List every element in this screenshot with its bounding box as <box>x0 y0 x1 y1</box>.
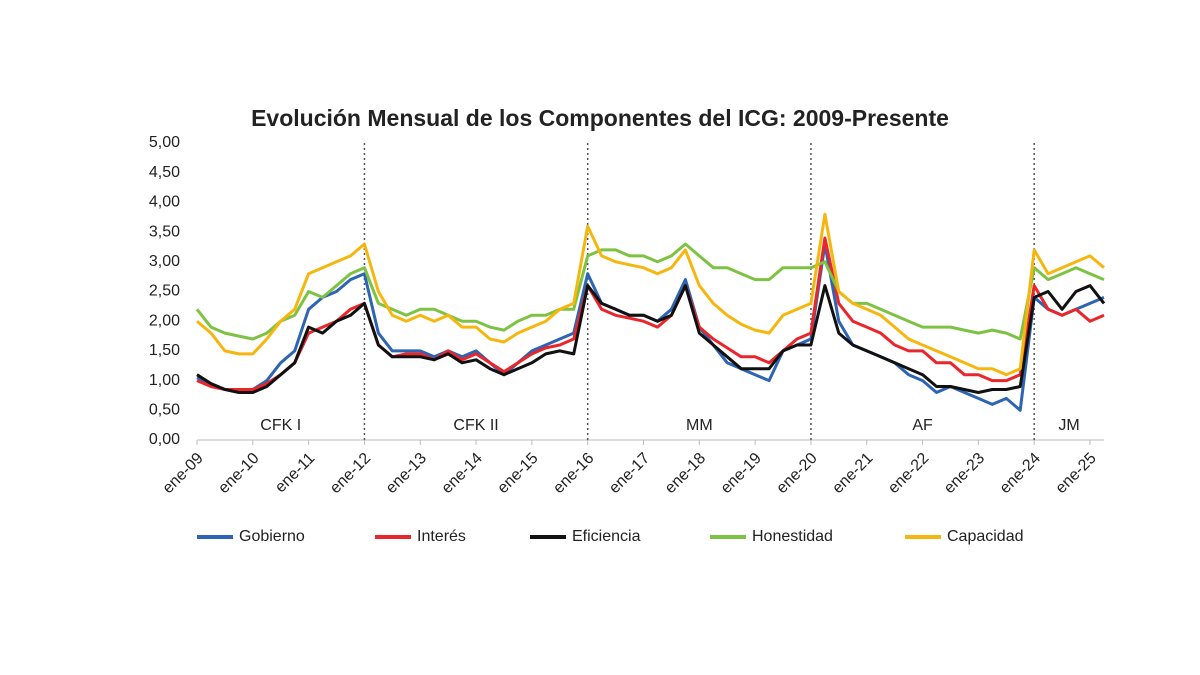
y-tick-label: 2,50 <box>149 283 180 300</box>
period-label: CFK I <box>260 417 301 434</box>
x-tick-label: ene-16 <box>550 450 597 497</box>
x-tick-label: ene-14 <box>439 450 486 497</box>
x-tick-label: ene-22 <box>885 450 932 497</box>
series-line <box>196 236 1105 391</box>
period-label: CFK II <box>453 417 498 434</box>
series-line <box>195 242 1105 341</box>
legend-label: Capacidad <box>947 528 1024 545</box>
y-tick-label: 0,00 <box>149 431 180 448</box>
y-tick-label: 2,00 <box>149 312 180 329</box>
x-tick-label: ene-21 <box>829 450 876 497</box>
x-tick-label: ene-17 <box>606 450 653 497</box>
period-label: MM <box>686 417 713 434</box>
series-line <box>196 284 1106 394</box>
y-tick-label: 1,00 <box>149 372 180 389</box>
series-line <box>196 242 1105 412</box>
y-tick-label: 4,50 <box>149 164 180 181</box>
series-line <box>196 212 1105 377</box>
x-tick-label: ene-10 <box>215 450 262 497</box>
legend-label: Gobierno <box>239 528 305 545</box>
x-tick-label: ene-20 <box>773 450 820 497</box>
x-tick-label: ene-11 <box>272 450 318 496</box>
x-tick-label: ene-18 <box>662 450 709 497</box>
legend-label: Interés <box>417 528 466 545</box>
x-tick-label: ene-19 <box>718 450 765 497</box>
x-tick-label: ene-23 <box>941 450 988 497</box>
legend-label: Eficiencia <box>572 528 641 545</box>
y-tick-label: 5,00 <box>149 134 180 151</box>
x-tick-label: ene-15 <box>494 450 541 497</box>
y-tick-label: 3,00 <box>149 253 180 270</box>
x-tick-label: ene-12 <box>327 450 374 497</box>
chart-title: Evolución Mensual de los Componentes del… <box>251 105 949 131</box>
y-tick-label: 4,00 <box>149 194 180 211</box>
period-label: AF <box>912 417 933 434</box>
x-tick-label: ene-25 <box>1053 450 1100 497</box>
period-label: JM <box>1058 417 1079 434</box>
y-tick-label: 0,50 <box>149 402 180 419</box>
x-tick-label: ene-24 <box>997 450 1044 497</box>
legend-label: Honestidad <box>752 528 833 545</box>
x-tick-label: ene-09 <box>160 450 207 497</box>
x-tick-label: ene-13 <box>383 450 430 497</box>
y-tick-label: 1,50 <box>149 342 180 359</box>
y-tick-label: 3,50 <box>149 223 180 240</box>
